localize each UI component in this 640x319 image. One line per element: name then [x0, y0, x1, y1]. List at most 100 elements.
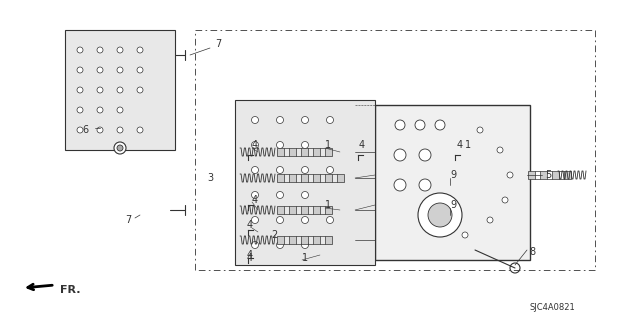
Bar [375, 105, 530, 260]
Circle shape [276, 191, 284, 198]
Bar [65, 30, 175, 150]
Bar [325, 174, 332, 182]
Circle shape [394, 179, 406, 191]
Circle shape [276, 217, 284, 224]
Circle shape [97, 47, 103, 53]
Text: 7: 7 [125, 215, 131, 225]
Circle shape [419, 149, 431, 161]
Bar [277, 236, 284, 244]
Circle shape [395, 120, 405, 130]
Text: 4: 4 [359, 140, 365, 150]
Circle shape [394, 149, 406, 161]
Text: 5: 5 [545, 170, 551, 180]
Circle shape [252, 241, 259, 249]
Bar [301, 174, 308, 182]
Bar [528, 171, 535, 179]
Circle shape [252, 116, 259, 123]
Circle shape [77, 107, 83, 113]
Circle shape [419, 179, 431, 191]
Text: 1: 1 [325, 140, 331, 150]
Text: 8: 8 [529, 247, 535, 257]
Text: 1: 1 [465, 140, 471, 150]
Circle shape [97, 67, 103, 73]
Text: 4: 4 [247, 220, 253, 230]
Circle shape [510, 263, 520, 273]
Circle shape [117, 145, 123, 151]
Circle shape [252, 217, 259, 224]
Circle shape [507, 172, 513, 178]
Circle shape [77, 87, 83, 93]
Circle shape [117, 67, 123, 73]
Text: 4: 4 [247, 253, 253, 263]
Bar [325, 206, 332, 214]
Bar [301, 148, 308, 156]
Bar [540, 171, 547, 179]
Bar [277, 206, 284, 214]
Bar [325, 236, 332, 244]
Bar [564, 171, 571, 179]
Text: 9: 9 [450, 200, 456, 210]
Circle shape [276, 241, 284, 249]
Circle shape [117, 47, 123, 53]
Bar [313, 236, 320, 244]
Circle shape [252, 191, 259, 198]
Circle shape [497, 147, 503, 153]
Circle shape [487, 217, 493, 223]
Circle shape [77, 67, 83, 73]
Circle shape [137, 67, 143, 73]
Circle shape [276, 167, 284, 174]
Circle shape [97, 87, 103, 93]
Bar [313, 206, 320, 214]
Circle shape [301, 116, 308, 123]
Circle shape [326, 167, 333, 174]
Text: 7: 7 [215, 39, 221, 49]
Text: 4: 4 [247, 250, 253, 260]
Circle shape [97, 127, 103, 133]
Circle shape [97, 107, 103, 113]
Text: 4: 4 [252, 140, 258, 150]
Circle shape [428, 203, 452, 227]
Text: 6: 6 [82, 125, 88, 135]
Bar [552, 171, 559, 179]
Circle shape [502, 197, 508, 203]
Bar [325, 148, 332, 156]
Bar [277, 148, 284, 156]
Circle shape [326, 217, 333, 224]
Text: 4: 4 [252, 195, 258, 205]
Circle shape [301, 167, 308, 174]
Bar [277, 174, 284, 182]
Circle shape [114, 142, 126, 154]
Circle shape [477, 127, 483, 133]
Circle shape [117, 87, 123, 93]
Circle shape [137, 47, 143, 53]
Circle shape [326, 116, 333, 123]
Text: 9: 9 [450, 170, 456, 180]
Circle shape [117, 127, 123, 133]
Bar [289, 206, 296, 214]
Circle shape [301, 142, 308, 149]
Circle shape [462, 232, 468, 238]
Circle shape [435, 120, 445, 130]
Bar [235, 100, 375, 265]
Circle shape [252, 142, 259, 149]
Circle shape [276, 116, 284, 123]
Circle shape [77, 127, 83, 133]
Text: 3: 3 [207, 173, 213, 183]
Circle shape [301, 191, 308, 198]
Bar [289, 148, 296, 156]
Circle shape [415, 120, 425, 130]
Circle shape [137, 127, 143, 133]
Bar [301, 236, 308, 244]
Circle shape [301, 241, 308, 249]
Circle shape [117, 107, 123, 113]
Circle shape [137, 87, 143, 93]
Circle shape [276, 142, 284, 149]
Bar [289, 174, 296, 182]
Circle shape [418, 193, 462, 237]
Bar [313, 148, 320, 156]
Text: SJC4A0821: SJC4A0821 [529, 303, 575, 313]
Bar [289, 236, 296, 244]
Circle shape [77, 47, 83, 53]
Bar [301, 206, 308, 214]
Text: 1: 1 [302, 253, 308, 263]
